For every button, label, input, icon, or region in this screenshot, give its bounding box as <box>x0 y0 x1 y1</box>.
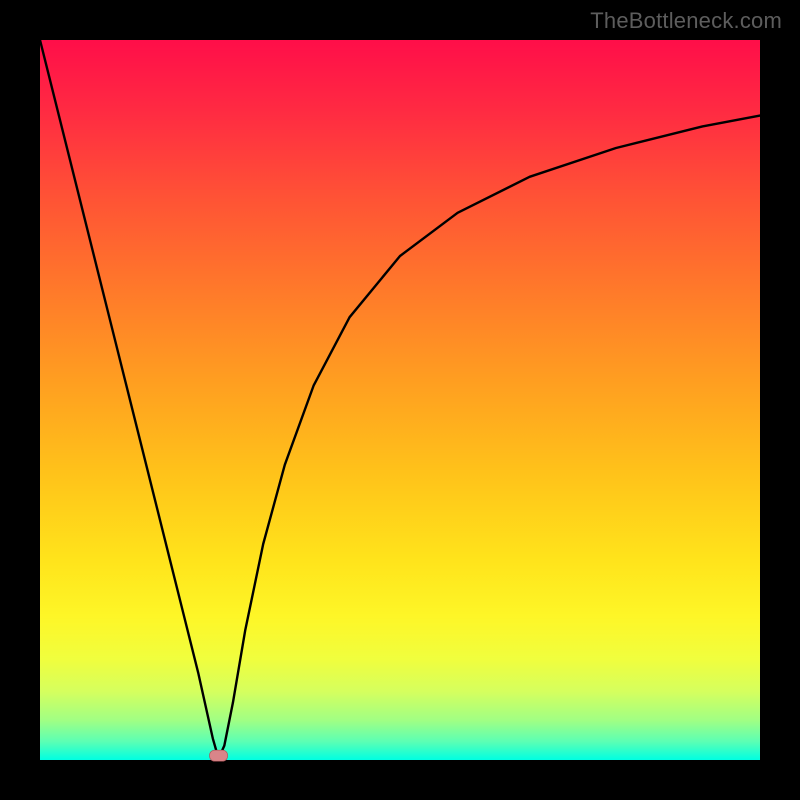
optimum-marker <box>210 750 228 761</box>
chart-svg <box>0 0 800 800</box>
chart-stage: TheBottleneck.com <box>0 0 800 800</box>
watermark-text: TheBottleneck.com <box>590 8 782 34</box>
plot-background-gradient <box>40 40 760 760</box>
